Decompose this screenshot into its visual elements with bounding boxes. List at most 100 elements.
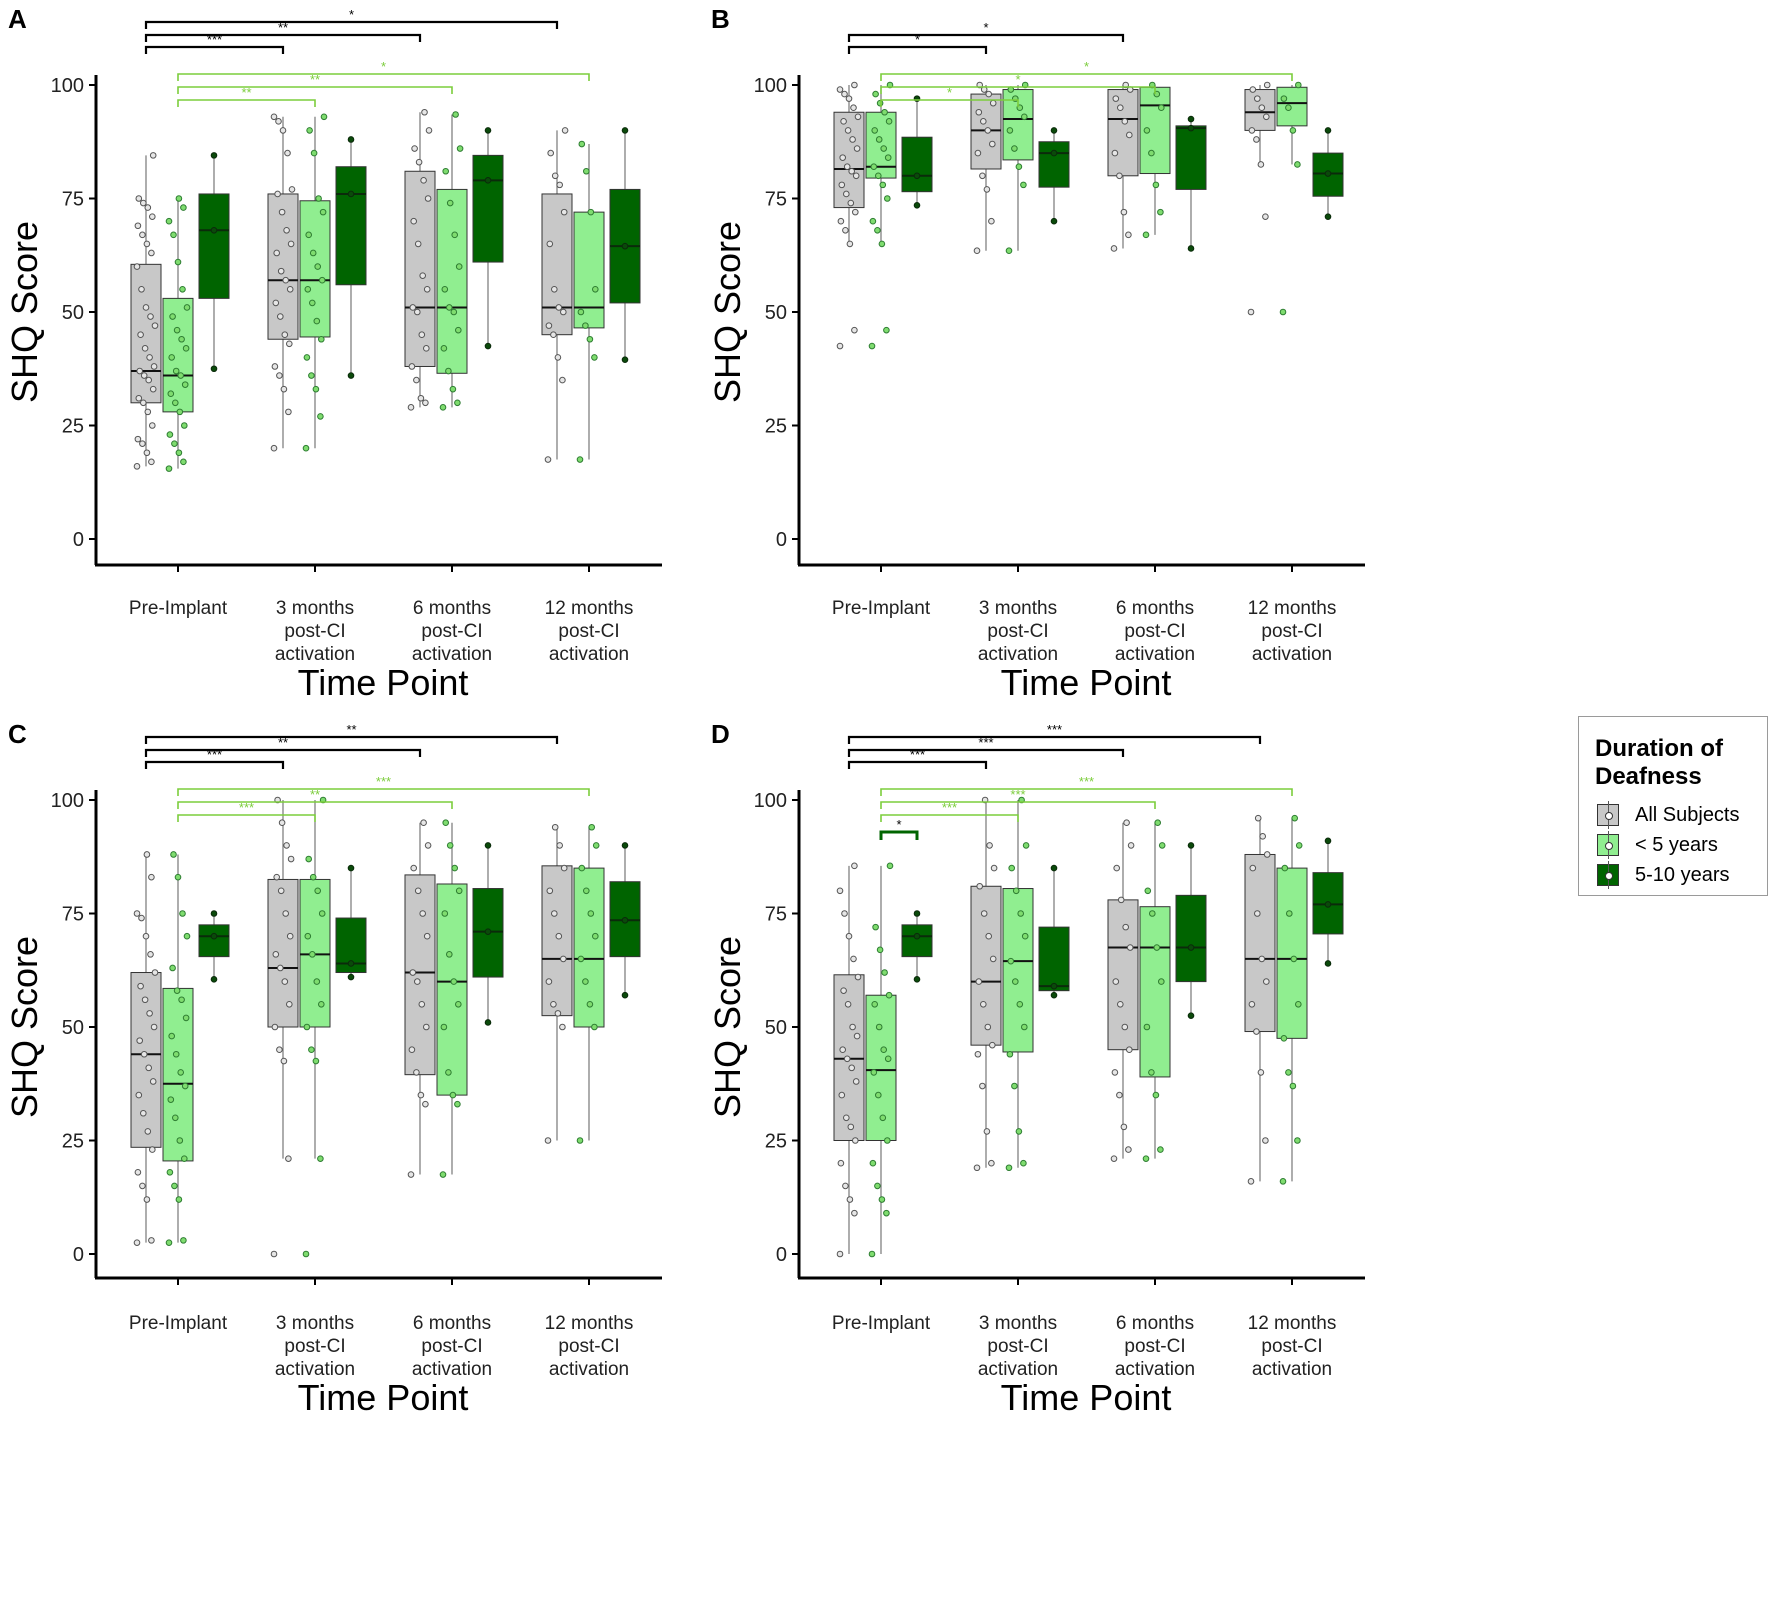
data-point-lt5 (167, 390, 175, 398)
data-point-lt5 (305, 231, 313, 239)
data-point-lt5 (181, 381, 189, 388)
legend-swatch-gt5 (1597, 861, 1619, 889)
data-point-lt5 (1021, 932, 1029, 940)
data-point-lt5 (175, 1196, 183, 1203)
data-point-all-subjects (848, 167, 855, 175)
data-point-lt5 (1294, 161, 1301, 168)
data-point-all-subjects (277, 267, 285, 275)
data-point-lt5 (174, 258, 182, 266)
data-point-lt5 (1157, 1146, 1164, 1153)
data-point-lt5 (309, 951, 316, 958)
x-tick-label: 3 months (276, 598, 354, 619)
data-point-gt5 (621, 127, 629, 134)
data-point-gt5 (1324, 127, 1332, 134)
data-point-all-subjects (1125, 231, 1132, 239)
data-point-all-subjects (852, 1137, 859, 1144)
data-point-lt5 (319, 208, 327, 216)
data-point-all-subjects (1254, 95, 1261, 102)
data-point-all-subjects (1125, 1146, 1132, 1153)
data-point-lt5 (576, 456, 584, 463)
data-point-all-subjects (843, 163, 851, 171)
data-point-lt5 (454, 399, 461, 407)
data-point-lt5 (1016, 1001, 1024, 1008)
data-point-all-subjects (145, 376, 152, 384)
data-point-lt5 (1005, 247, 1013, 255)
x-tick-label: post-CI (558, 1336, 619, 1357)
significance-bracket (880, 73, 1293, 81)
data-point-all-subjects (148, 873, 155, 881)
data-point-lt5 (1008, 864, 1016, 872)
data-point-lt5 (1279, 1178, 1287, 1185)
data-point-lt5 (1285, 104, 1292, 111)
data-point-all-subjects (973, 247, 981, 255)
data-point-all-subjects (554, 354, 562, 361)
data-point-all-subjects (1263, 81, 1271, 89)
x-tick-label: activation (978, 1359, 1058, 1380)
data-point-all-subjects (283, 842, 290, 849)
data-point-gt5 (1187, 245, 1195, 252)
data-point-all-subjects (146, 354, 153, 361)
data-point-gt5 (913, 172, 921, 180)
data-point-gt5 (1187, 124, 1195, 132)
data-point-lt5 (871, 1001, 878, 1008)
data-point-all-subjects (983, 186, 991, 193)
data-point-all-subjects (852, 208, 859, 216)
box-all-subjects (1244, 89, 1276, 131)
data-point-all-subjects (150, 363, 158, 370)
data-point-lt5 (302, 1250, 310, 1258)
data-point-lt5 (880, 1046, 887, 1054)
data-point-all-subjects (149, 1078, 157, 1085)
significance-label: *** (942, 800, 957, 815)
data-point-lt5 (1294, 1137, 1301, 1144)
data-point-lt5 (868, 342, 876, 350)
data-point-lt5 (591, 1023, 598, 1031)
significance-bracket (144, 33, 422, 42)
data-point-all-subjects (271, 1023, 279, 1031)
x-axis-title: Time Point (298, 662, 469, 703)
data-point-all-subjects (836, 887, 844, 895)
data-point-lt5 (317, 1155, 324, 1162)
data-point-lt5 (317, 413, 324, 420)
data-point-all-subjects (276, 1046, 283, 1054)
data-point-lt5 (1015, 1128, 1023, 1135)
data-point-all-subjects (421, 108, 428, 116)
data-point-lt5 (878, 240, 886, 248)
data-point-all-subjects (409, 304, 417, 311)
data-point-lt5 (879, 181, 887, 189)
data-point-all-subjects (980, 1001, 987, 1008)
data-point-lt5 (872, 923, 879, 931)
data-point-lt5 (183, 932, 191, 940)
data-point-gt5 (484, 1019, 492, 1026)
significance-bracket (144, 760, 285, 769)
data-point-all-subjects (1249, 864, 1257, 872)
data-point-gt5 (1050, 864, 1058, 872)
data-point-lt5 (1152, 1091, 1160, 1099)
data-point-all-subjects (140, 199, 147, 207)
data-point-all-subjects (1117, 1001, 1124, 1008)
data-point-lt5 (1279, 308, 1287, 316)
data-point-gt5 (621, 917, 629, 924)
data-point-all-subjects (136, 1037, 143, 1044)
data-point-all-subjects (1263, 851, 1271, 858)
box-lt5 (162, 987, 194, 1162)
data-point-lt5 (869, 217, 877, 225)
data-point-lt5 (450, 308, 458, 316)
y-tick-label: 0 (776, 1244, 787, 1266)
data-point-lt5 (875, 1091, 882, 1099)
legend: Duration of Deafness All Subjects < 5 ye… (1578, 716, 1768, 896)
x-tick-label: Pre-Implant (832, 598, 931, 619)
x-tick-label: Pre-Implant (832, 1313, 931, 1334)
significance-bracket (177, 814, 316, 822)
data-point-lt5 (586, 1001, 594, 1008)
data-point-all-subjects (419, 272, 427, 279)
data-point-lt5 (165, 217, 173, 225)
data-point-lt5 (176, 1137, 184, 1144)
within-significance-label: * (896, 817, 901, 832)
data-point-all-subjects (560, 955, 567, 963)
data-point-all-subjects (283, 226, 290, 234)
data-point-lt5 (884, 1137, 891, 1144)
data-point-all-subjects (846, 240, 854, 248)
y-axis-title: SHQ Score (707, 221, 748, 403)
data-point-all-subjects (1127, 842, 1135, 849)
